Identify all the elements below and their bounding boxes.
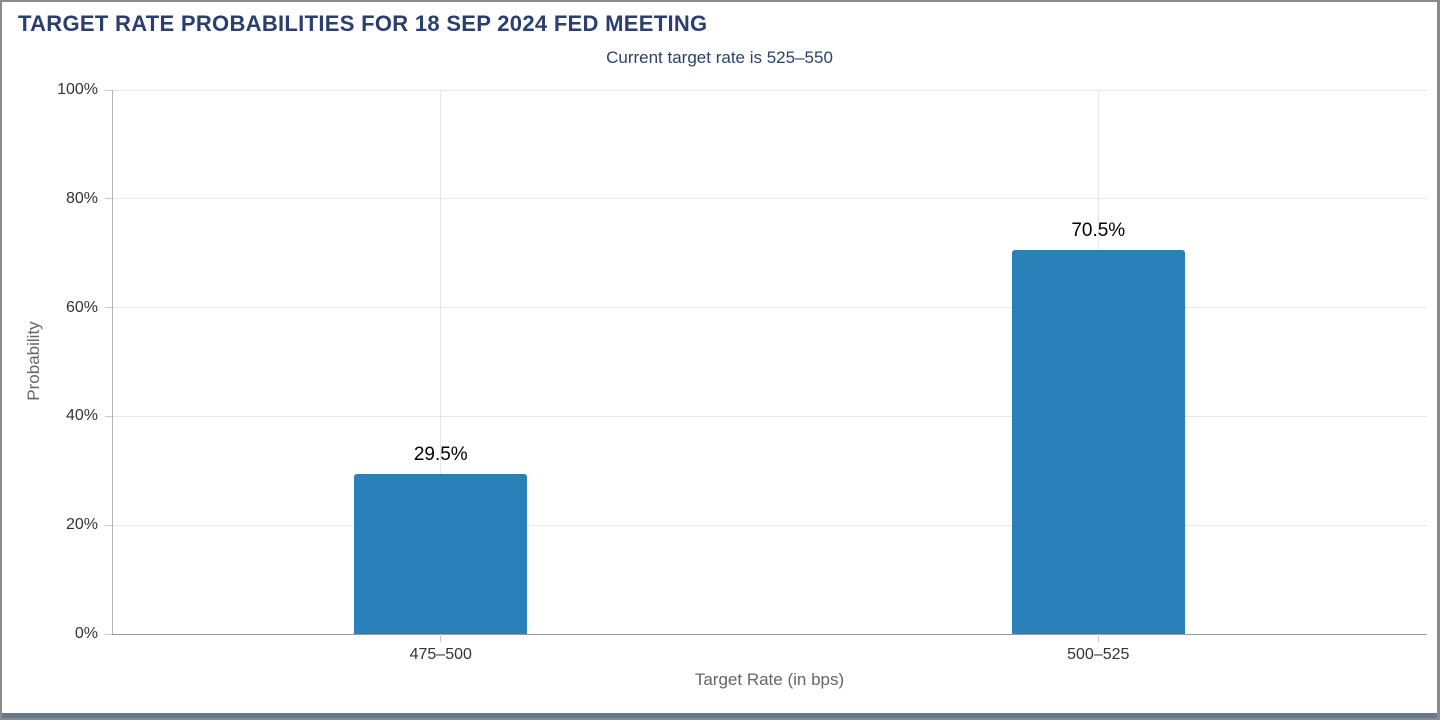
x-category-label: 475–500	[409, 646, 472, 663]
chart-title: TARGET RATE PROBABILITIES FOR 18 SEP 202…	[18, 11, 708, 36]
x-axis-title: Target Rate (in bps)	[694, 670, 845, 689]
y-tick-mark	[105, 198, 112, 200]
h-gridline	[112, 89, 1427, 91]
bar-value-label: 29.5%	[413, 443, 468, 465]
bar[interactable]	[1011, 250, 1185, 634]
window-bottom-edge	[2, 713, 1437, 718]
h-gridline	[112, 307, 1427, 309]
y-tick-mark	[105, 89, 112, 91]
x-category-label: 500–525	[1067, 646, 1130, 663]
y-tick-label: 20%	[65, 516, 98, 534]
h-gridline	[112, 198, 1427, 200]
bar-value-label: 70.5%	[1071, 220, 1126, 242]
y-tick-label: 40%	[65, 407, 98, 425]
x-axis-line	[112, 634, 1427, 635]
y-tick-label: 0%	[74, 625, 98, 642]
plot-area	[112, 90, 1427, 634]
y-tick-mark	[105, 524, 112, 526]
x-tick-mark	[440, 634, 442, 642]
x-tick-mark	[1097, 634, 1099, 642]
h-gridline	[112, 415, 1427, 417]
chart-subtitle: Current target rate is 525–550	[606, 48, 833, 67]
y-tick-label: 80%	[65, 189, 98, 207]
y-tick-mark	[105, 415, 112, 417]
bar[interactable]	[354, 473, 528, 634]
v-gridline	[440, 90, 442, 634]
y-axis-title: Probability	[24, 321, 43, 401]
h-gridline	[112, 524, 1427, 526]
y-tick-label: 60%	[65, 298, 98, 316]
y-axis-line	[112, 90, 113, 634]
y-tick-mark	[105, 633, 112, 635]
y-tick-label: 100%	[57, 81, 98, 98]
y-tick-mark	[105, 307, 112, 309]
